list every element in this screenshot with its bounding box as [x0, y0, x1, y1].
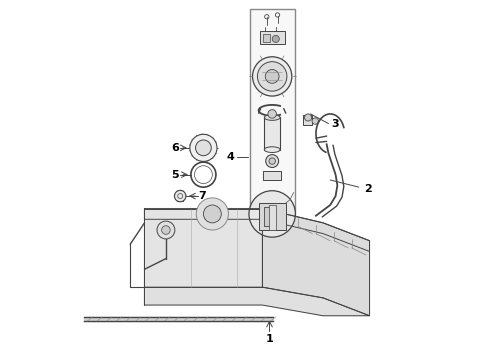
Bar: [259, 31, 284, 44]
Circle shape: [268, 158, 275, 164]
Circle shape: [203, 205, 221, 223]
Text: 6: 6: [170, 143, 179, 153]
Circle shape: [157, 221, 175, 239]
Circle shape: [248, 191, 295, 237]
Polygon shape: [262, 208, 369, 316]
Polygon shape: [144, 208, 262, 287]
Text: 2: 2: [363, 184, 371, 194]
Text: 7: 7: [197, 191, 205, 201]
Bar: [258, 203, 285, 230]
Polygon shape: [83, 317, 272, 321]
Circle shape: [257, 62, 286, 91]
Circle shape: [162, 226, 170, 234]
Polygon shape: [144, 208, 369, 251]
Circle shape: [265, 69, 279, 83]
Bar: [263, 171, 281, 180]
Circle shape: [196, 198, 228, 230]
Bar: [249, 9, 294, 301]
Bar: [263, 33, 269, 42]
Circle shape: [311, 118, 318, 124]
Bar: [264, 207, 274, 226]
Circle shape: [189, 134, 217, 161]
Circle shape: [195, 140, 211, 156]
Text: 1: 1: [265, 334, 273, 344]
Text: 3: 3: [331, 118, 339, 129]
Circle shape: [272, 35, 279, 42]
Text: 5: 5: [171, 170, 178, 180]
Bar: [264, 117, 280, 150]
Ellipse shape: [264, 147, 280, 153]
Circle shape: [267, 110, 276, 118]
Bar: [303, 114, 312, 125]
Ellipse shape: [264, 114, 280, 120]
Text: 4: 4: [226, 152, 234, 162]
Polygon shape: [144, 287, 369, 316]
Circle shape: [174, 190, 185, 202]
Circle shape: [304, 114, 311, 121]
Circle shape: [265, 155, 278, 167]
Bar: [268, 205, 275, 230]
Circle shape: [252, 57, 291, 96]
